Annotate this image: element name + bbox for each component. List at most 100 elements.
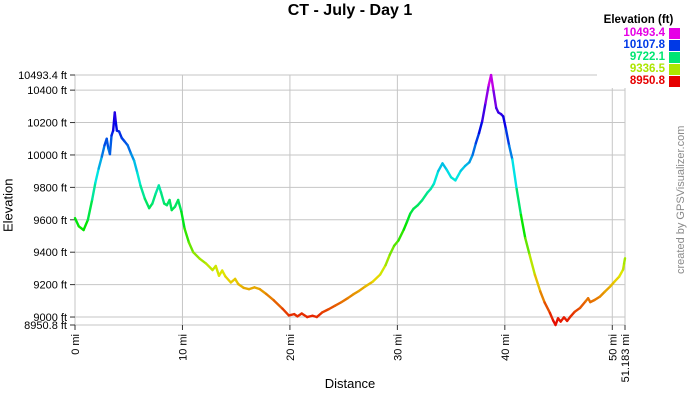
elevation-line-segment: [511, 158, 518, 191]
elevation-line-segment: [603, 285, 612, 293]
elevation-line-segment: [504, 127, 511, 147]
elevation-line-segment: [515, 187, 523, 217]
y-tick-label: 9000 ft: [33, 312, 67, 324]
elevation-line-segment: [187, 241, 195, 254]
elevation-line-segment: [139, 184, 147, 200]
elevation-line-segment: [136, 171, 142, 187]
legend-swatch: [669, 75, 680, 87]
legend-value: 10493.4: [623, 27, 665, 39]
elevation-line-segment: [86, 198, 94, 221]
elevation-line-segment: [618, 268, 625, 278]
legend-entry: 9722.1: [597, 51, 680, 63]
y-tick-label: 9600 ft: [33, 215, 67, 227]
elevation-line-segment: [471, 142, 478, 157]
elevation-line-segment: [388, 244, 396, 256]
watermark-credit: created by GPSVisualizer.com: [675, 125, 687, 275]
elevation-line-segment: [90, 181, 97, 201]
x-tick-label: 30 mi: [392, 334, 404, 361]
legend-value: 9722.1: [629, 51, 665, 63]
elevation-line-segment: [198, 257, 208, 265]
y-tick-label: 10200 ft: [27, 118, 67, 130]
elevation-line-segment: [265, 292, 275, 302]
elevation-line-segment: [397, 228, 406, 242]
legend-entry: 9336.5: [597, 63, 680, 75]
plot-frame: [74, 74, 626, 326]
elevation-line-segment: [474, 131, 481, 145]
elevation-line-segment: [432, 169, 440, 186]
elevation-line-segment: [578, 300, 587, 310]
elevation-line-segment: [126, 144, 133, 155]
elevation-line-segment: [204, 262, 214, 272]
elevation-line-segment: [492, 89, 498, 110]
elevation-line-segment: [405, 212, 412, 223]
elevation-line-segment: [539, 290, 546, 304]
y-tick-label: 10000 ft: [27, 150, 67, 162]
legend-swatch: [669, 39, 680, 51]
elevation-line-segment: [454, 169, 462, 182]
elevation-line-segment: [371, 273, 382, 283]
elevation-line-segment: [320, 308, 330, 314]
elevation-line-segment: [224, 275, 233, 284]
elevation-line-segment: [333, 300, 343, 307]
elevation-line-segment: [192, 251, 201, 260]
elevation-line-segment: [151, 192, 157, 205]
elevation-line-segment: [528, 253, 537, 277]
elevation-line-segment: [507, 144, 514, 161]
y-axis-title: Elevation: [0, 178, 16, 232]
elevation-line-segment: [543, 301, 552, 315]
elevation-line-segment: [132, 159, 139, 174]
elevation-line-segment: [378, 263, 387, 276]
elevation-line-segment: [484, 84, 490, 105]
elevation-line-segment: [548, 311, 555, 322]
legend-swatch: [669, 63, 680, 75]
elevation-line-segment: [97, 155, 104, 170]
legend-entry: 8950.8: [597, 75, 680, 87]
elevation-line-segment: [129, 152, 136, 162]
elevation-line-segment: [176, 198, 183, 213]
x-tick-label: 51.183 mi: [620, 334, 632, 382]
elevation-line-segment: [489, 73, 495, 93]
x-tick-label: 20 mi: [285, 334, 297, 361]
elevation-line-segment: [533, 273, 542, 293]
y-tick-label: 9200 ft: [33, 280, 67, 292]
legend-title: Elevation (ft): [603, 14, 674, 26]
elevation-line-segment: [272, 299, 284, 310]
chart-title: CT - July - Day 1: [287, 2, 413, 19]
elevation-line-segment: [258, 287, 268, 296]
elevation-line-segment: [94, 167, 100, 184]
elevation-line-segment: [159, 191, 166, 205]
elevation-line-segment: [622, 257, 627, 265]
legend-swatch: [669, 51, 680, 63]
elevation-line-segment: [524, 236, 531, 256]
elevation-line-segment: [73, 216, 80, 228]
x-axis-title: Distance: [324, 376, 376, 391]
elevation-line-segment: [468, 153, 474, 164]
y-tick-label: 10400 ft: [27, 85, 67, 97]
legend-entry: 10493.4: [597, 27, 680, 39]
elevation-line-segment: [82, 218, 90, 232]
elevation-line-segment: [340, 296, 350, 304]
legend-entry: 10107.8: [597, 39, 680, 51]
elevation-line-segment: [477, 119, 484, 135]
y-tick-label: 9400 ft: [33, 247, 67, 259]
legend-value: 10107.8: [623, 39, 665, 51]
x-tick-label: 0 mi: [70, 334, 82, 355]
legend-swatch: [669, 27, 680, 39]
elevation-line-segment: [105, 137, 110, 150]
elevation-line-segment: [327, 304, 337, 311]
legend: Elevation (ft) 10493.4 10107.8 9722.1 93…: [597, 13, 680, 88]
elevation-line-segment: [168, 198, 173, 212]
x-tick-label: 40 mi: [500, 334, 512, 361]
elevation-line-segment: [420, 191, 429, 202]
elevation-line-segment: [214, 264, 221, 277]
elevation-line-segment: [363, 280, 374, 288]
y-tick-label: 9800 ft: [33, 182, 67, 194]
elevation-line-segment: [357, 285, 367, 293]
legend-value: 8950.8: [629, 75, 665, 87]
x-tick-label: 10 mi: [177, 334, 189, 361]
legend-value: 9336.5: [629, 63, 665, 75]
elevation-line-segment: [441, 162, 449, 172]
y-tick-label: 10493.4 ft: [18, 70, 67, 82]
